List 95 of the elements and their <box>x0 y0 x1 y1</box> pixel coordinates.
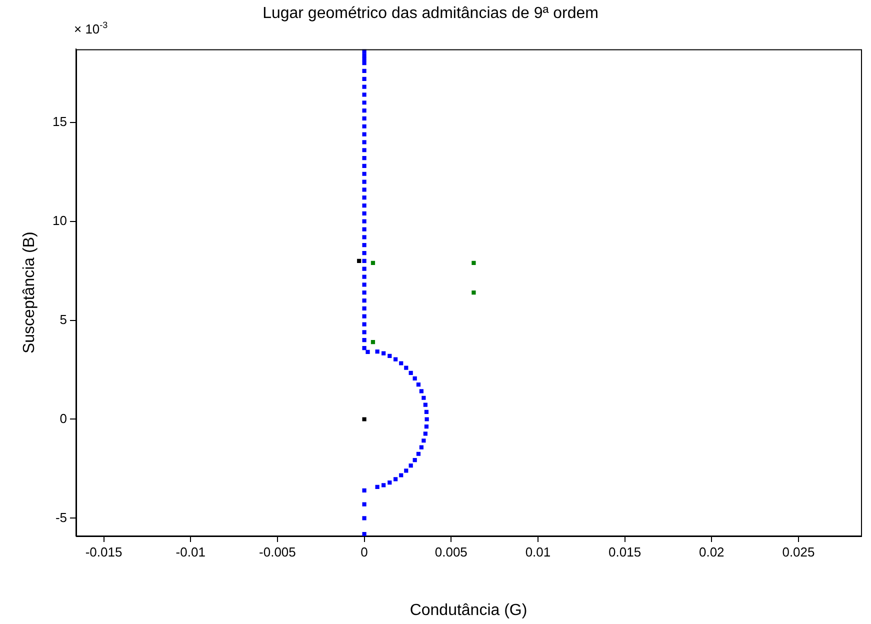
point <box>362 488 366 493</box>
point <box>362 68 366 74</box>
y-tick-label: -5 <box>55 510 67 525</box>
x-tick-label: 0 <box>360 544 368 560</box>
point <box>388 480 392 485</box>
x-tick-label: -0.01 <box>176 544 206 560</box>
point <box>412 376 417 381</box>
point <box>362 417 366 422</box>
point <box>362 250 366 256</box>
point <box>362 227 366 232</box>
point <box>394 477 398 482</box>
point <box>424 417 429 422</box>
x-tick-label: 0.02 <box>698 544 724 560</box>
point <box>362 203 366 208</box>
point <box>362 140 366 144</box>
point <box>366 350 370 354</box>
point <box>408 370 413 375</box>
point <box>404 366 408 370</box>
point <box>362 314 366 318</box>
point <box>362 219 366 224</box>
point <box>399 361 404 366</box>
point <box>362 57 366 62</box>
point <box>362 76 366 81</box>
point <box>362 116 366 121</box>
point <box>408 463 413 468</box>
x-tick-label: 0.015 <box>608 544 642 560</box>
point <box>472 290 476 295</box>
point <box>362 132 366 136</box>
point <box>422 438 426 443</box>
point <box>362 322 366 326</box>
y-tick-label: 10 <box>52 212 67 228</box>
point <box>362 532 366 536</box>
point <box>357 258 362 263</box>
point <box>362 196 366 200</box>
point <box>362 330 366 334</box>
point <box>399 473 404 478</box>
point <box>362 338 366 342</box>
point <box>362 266 366 271</box>
point <box>362 172 366 176</box>
point <box>416 382 421 387</box>
point <box>375 484 380 489</box>
point <box>382 483 386 488</box>
x-tick-label: -0.015 <box>85 544 122 560</box>
point <box>362 92 366 97</box>
point <box>472 260 476 265</box>
point <box>362 274 366 279</box>
point <box>404 468 408 473</box>
point <box>370 260 376 265</box>
point <box>362 502 366 506</box>
point <box>388 354 392 358</box>
point <box>423 402 428 407</box>
point <box>375 350 380 354</box>
y-axis-title: Susceptância (B) <box>21 232 38 354</box>
point <box>416 452 421 456</box>
point <box>412 458 417 462</box>
point <box>362 298 366 303</box>
text: × 10$^{-3}$ <box>74 19 108 36</box>
chart-title: Lugar geométrico das admitâncias de 9ª ordem <box>262 5 598 22</box>
point <box>370 340 376 344</box>
point <box>362 516 366 520</box>
x-tick-label: -0.005 <box>259 544 296 560</box>
point <box>362 124 366 128</box>
point <box>362 100 366 105</box>
point <box>423 432 428 436</box>
point <box>362 84 366 89</box>
point <box>362 164 366 168</box>
point <box>362 108 366 113</box>
point <box>382 351 386 356</box>
point <box>422 396 426 400</box>
x-tick-label: 0.005 <box>434 544 468 560</box>
point <box>362 156 366 160</box>
point <box>362 180 366 184</box>
point <box>362 243 366 248</box>
x-tick-label: 0.01 <box>525 544 551 560</box>
point <box>362 346 366 350</box>
point <box>362 148 366 152</box>
x-axis-title: Condutância (G) <box>410 602 528 619</box>
x-tick-label: 0.025 <box>782 544 815 560</box>
y-tick-label: 0 <box>60 410 67 426</box>
point <box>362 290 366 295</box>
y-tick-label: 5 <box>60 312 67 327</box>
point <box>424 410 429 414</box>
point <box>362 211 366 216</box>
y-tick-label: 15 <box>52 114 67 129</box>
point <box>419 445 424 450</box>
point <box>362 282 366 287</box>
point <box>362 258 366 263</box>
point <box>362 53 366 58</box>
point <box>394 357 398 362</box>
point <box>362 188 366 192</box>
point <box>419 389 424 394</box>
point <box>362 60 366 66</box>
point <box>362 235 366 240</box>
point <box>362 306 366 310</box>
point <box>424 424 429 429</box>
